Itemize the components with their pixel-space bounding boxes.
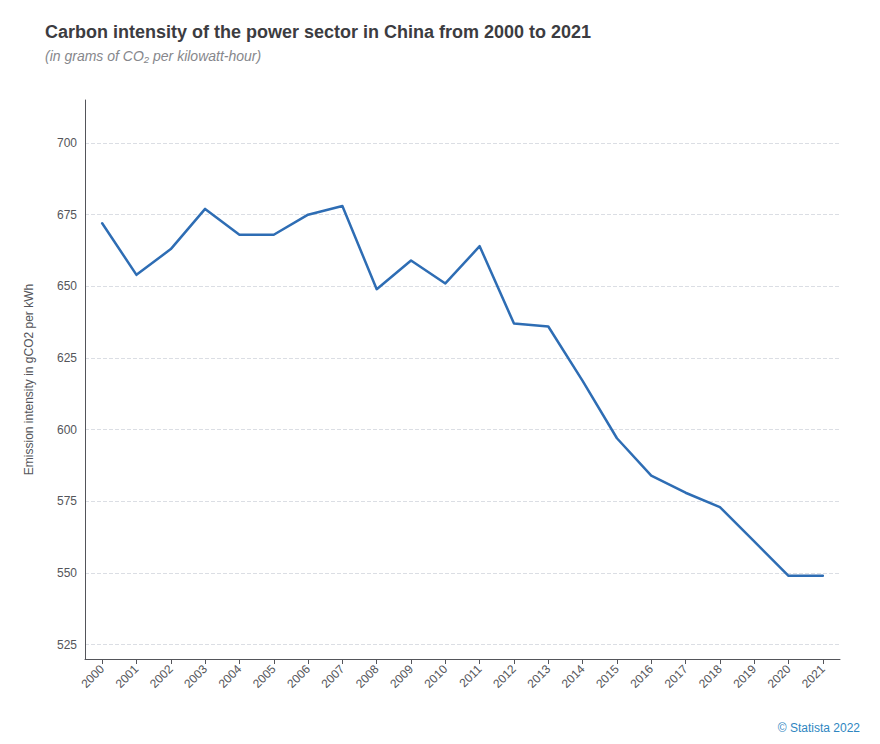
svg-text:© Statista 2022: © Statista 2022 [778, 721, 861, 735]
svg-text:700: 700 [57, 136, 77, 150]
svg-text:2010: 2010 [422, 662, 451, 691]
svg-text:2020: 2020 [765, 662, 794, 691]
svg-text:525: 525 [57, 638, 77, 652]
svg-text:(in grams of CO₂ per kilowatt-: (in grams of CO₂ per kilowatt-hour) [45, 48, 261, 64]
svg-text:2011: 2011 [456, 662, 484, 690]
svg-text:2005: 2005 [250, 662, 279, 691]
svg-text:2008: 2008 [353, 662, 382, 691]
svg-text:2018: 2018 [696, 662, 725, 691]
svg-text:2013: 2013 [524, 662, 553, 691]
svg-text:625: 625 [57, 351, 77, 365]
svg-text:2000: 2000 [78, 662, 107, 691]
svg-text:2019: 2019 [730, 662, 759, 691]
svg-text:Carbon intensity of the power: Carbon intensity of the power sector in … [45, 22, 591, 42]
svg-text:2001: 2001 [113, 662, 142, 691]
svg-text:675: 675 [57, 208, 77, 222]
svg-text:600: 600 [57, 423, 77, 437]
svg-text:Emission intensity in gCO2 per: Emission intensity in gCO2 per kWh [22, 284, 36, 475]
svg-text:575: 575 [57, 494, 77, 508]
svg-text:2006: 2006 [284, 662, 313, 691]
svg-text:2021: 2021 [799, 662, 828, 691]
svg-text:650: 650 [57, 279, 77, 293]
svg-text:2003: 2003 [181, 662, 210, 691]
svg-text:2004: 2004 [216, 662, 245, 691]
svg-text:2015: 2015 [593, 662, 622, 691]
svg-text:2016: 2016 [627, 662, 656, 691]
svg-text:2007: 2007 [319, 662, 348, 691]
svg-text:2002: 2002 [147, 662, 176, 691]
svg-text:550: 550 [57, 566, 77, 580]
svg-text:2014: 2014 [559, 662, 588, 691]
svg-text:2017: 2017 [662, 662, 691, 691]
svg-text:2012: 2012 [490, 662, 519, 691]
svg-text:2009: 2009 [387, 662, 416, 691]
